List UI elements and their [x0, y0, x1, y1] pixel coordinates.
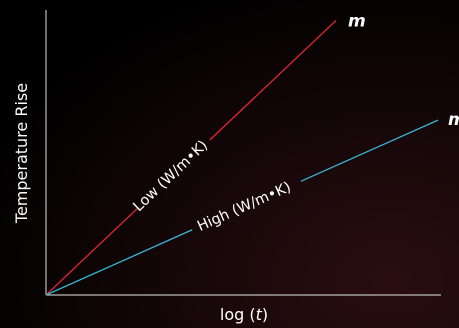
axes — [45, 10, 441, 296]
series-2-slope-label: m — [448, 110, 459, 130]
x-axis-label-variable: t — [256, 305, 263, 324]
series-1-label: Low (W/m•K) — [131, 138, 212, 216]
series-1: Low (W/m•K) m — [45, 12, 366, 296]
series-2-line-start — [45, 229, 193, 296]
series-1-slope-label: m — [348, 12, 366, 32]
series-layer: Low (W/m•K) m High (W/m•K) m — [45, 12, 459, 296]
series-2-line-end — [300, 119, 439, 182]
series-1-line-start — [45, 207, 139, 296]
y-axis-label: Temperature Rise — [12, 83, 31, 224]
series-1-line-end — [209, 20, 337, 141]
x-axis-label: log (t) — [220, 305, 268, 324]
x-axis-label-prefix: log ( — [220, 305, 256, 324]
series-2-label: High (W/m•K) — [195, 179, 293, 235]
x-axis-label-suffix: ) — [262, 305, 268, 324]
series-2: High (W/m•K) m — [45, 110, 459, 296]
